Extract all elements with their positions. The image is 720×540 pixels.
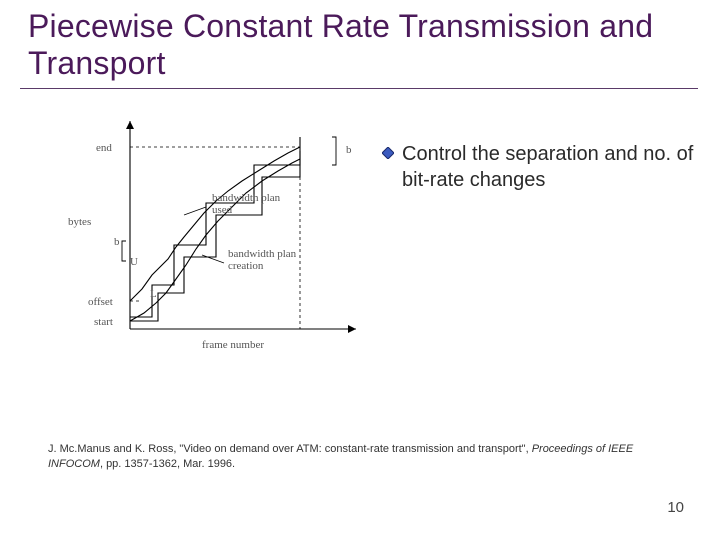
citation: J. Mc.Manus and K. Ross, "Video on deman…	[48, 442, 680, 472]
svg-text:bandwidth plan: bandwidth plan	[212, 192, 281, 204]
svg-text:creation: creation	[228, 260, 264, 272]
svg-text:b: b	[346, 144, 352, 156]
citation-prefix: J. Mc.Manus and K. Ross, "Video on deman…	[48, 443, 532, 455]
diamond-bullet-icon	[382, 147, 394, 159]
svg-text:frame number: frame number	[202, 339, 264, 351]
bandwidth-plan-chart: bytesframe numberendbULoffsetstartbandwi…	[56, 117, 366, 353]
svg-text:end: end	[96, 142, 112, 154]
bullet-text: Control the separation and no. of bit-ra…	[402, 141, 700, 193]
citation-suffix: , pp. 1357-1362, Mar. 1996.	[100, 458, 235, 470]
svg-text:U: U	[130, 256, 138, 268]
svg-text:bandwidth plan: bandwidth plan	[228, 248, 297, 260]
slide-title: Piecewise Constant Rate Transmission and…	[28, 8, 692, 82]
bullet-item: Control the separation and no. of bit-ra…	[382, 141, 700, 193]
svg-text:L: L	[150, 288, 157, 300]
svg-text:used: used	[212, 204, 233, 216]
svg-text:bytes: bytes	[68, 216, 91, 228]
svg-text:offset: offset	[88, 296, 113, 308]
svg-text:start: start	[94, 316, 113, 328]
svg-text:b: b	[114, 236, 120, 248]
page-number: 10	[667, 499, 684, 516]
